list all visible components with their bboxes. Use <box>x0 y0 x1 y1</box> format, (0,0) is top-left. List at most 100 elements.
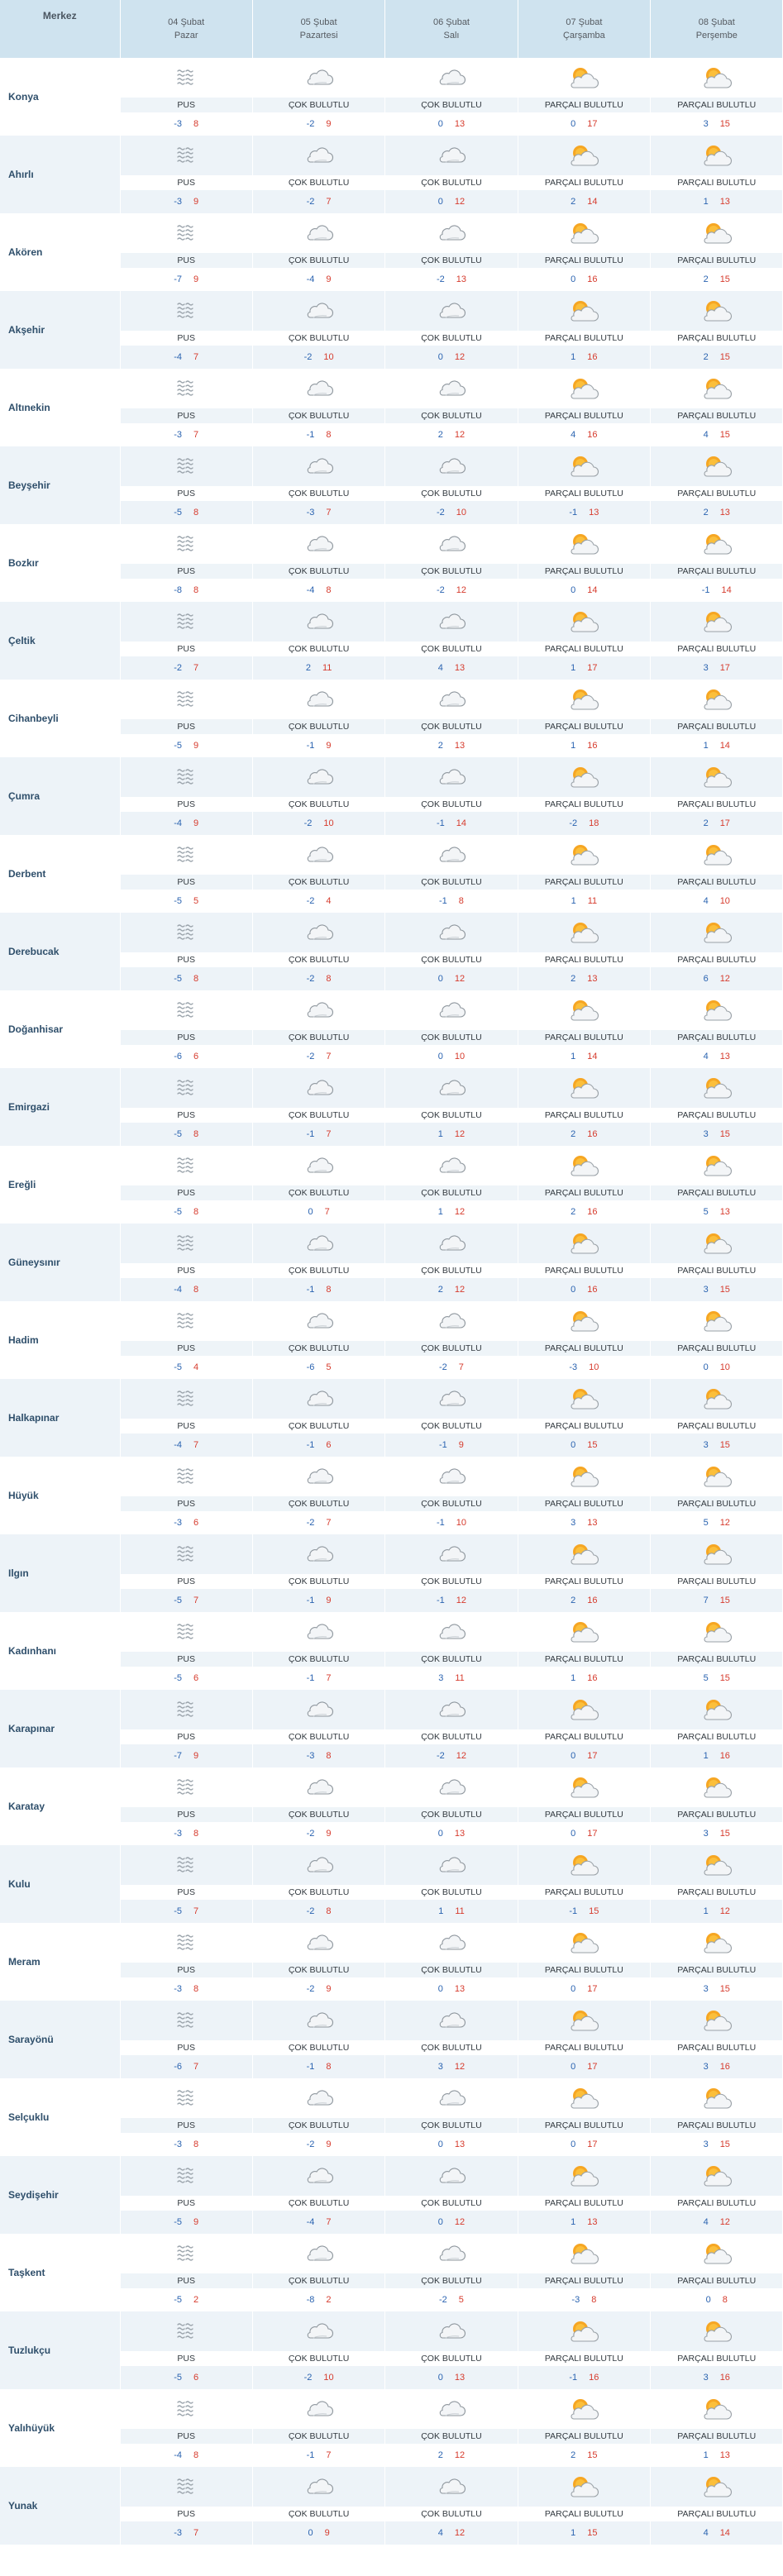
max-temp: 17 <box>587 663 598 673</box>
temperature-range: 2 12 <box>385 1278 518 1301</box>
condition-label: ÇOK BULUTLU <box>385 2118 518 2133</box>
forecast-cell: PARÇALI BULUTLU 1 16 <box>650 1690 783 1767</box>
cloudy-icon <box>385 369 518 408</box>
cloudy-icon <box>252 757 385 797</box>
header-weekday: Salı <box>443 31 460 41</box>
min-temp: -5 <box>174 2295 183 2305</box>
forecast-cell: PARÇALI BULUTLU 0 17 <box>518 1923 652 2001</box>
min-temp: -2 <box>306 1518 315 1528</box>
max-temp: 15 <box>587 1440 598 1450</box>
min-temp: 7 <box>703 1596 709 1605</box>
temperature-range: -1 16 <box>518 2366 651 2389</box>
partly-cloudy-icon <box>651 757 783 797</box>
min-temp: 0 <box>571 1440 576 1450</box>
partly-cloudy-icon <box>651 369 783 408</box>
cloudy-icon <box>385 1146 518 1185</box>
temperature-range: 0 16 <box>518 268 651 291</box>
min-temp: 2 <box>571 2450 576 2460</box>
partly-cloudy-icon <box>518 1068 651 1108</box>
condition-label: PARÇALI BULUTLU <box>518 1807 651 1822</box>
temperature-range: 0 13 <box>385 1822 518 1845</box>
partly-cloudy-icon <box>651 2078 783 2118</box>
min-temp: 1 <box>571 1673 576 1683</box>
haze-icon <box>120 291 252 331</box>
temperature-range: -3 8 <box>120 112 252 136</box>
forecast-cell: PARÇALI BULUTLU -1 16 <box>518 2311 652 2389</box>
max-temp: 10 <box>323 2373 334 2383</box>
temperature-range: 2 15 <box>518 2444 651 2467</box>
forecast-cell: PARÇALI BULUTLU 4 14 <box>650 2467 783 2545</box>
condition-label: ÇOK BULUTLU <box>252 1108 385 1123</box>
location-name: Yunak <box>0 2467 121 2545</box>
max-temp: 7 <box>193 2528 199 2538</box>
max-temp: 9 <box>326 741 332 751</box>
forecast-row: Taşkent PUS -5 2 ÇOK BULUTLU -8 2 ÇOK BULUTLU -2… <box>0 2234 783 2311</box>
condition-label: PUS <box>120 2196 252 2211</box>
condition-label: PUS <box>120 1185 252 1200</box>
min-temp: 2 <box>571 1129 576 1139</box>
forecast-cell: PARÇALI BULUTLU 2 15 <box>650 291 783 369</box>
forecast-row: Çeltik PUS -2 7 ÇOK BULUTLU 2 11 ÇOK BULUTLU 4 13… <box>0 602 783 680</box>
condition-label: ÇOK BULUTLU <box>252 1885 385 1900</box>
forecast-cell: PARÇALI BULUTLU 2 16 <box>518 1534 652 1612</box>
temperature-range: -2 8 <box>252 1900 385 1923</box>
cloudy-icon <box>385 446 518 486</box>
location-name: Ereğli <box>0 1146 121 1224</box>
header-date: 08 Şubat <box>698 17 735 27</box>
condition-label: PARÇALI BULUTLU <box>651 253 783 268</box>
condition-label: ÇOK BULUTLU <box>252 2429 385 2444</box>
min-temp: 4 <box>437 663 443 673</box>
max-temp: 15 <box>719 1596 730 1605</box>
cloudy-icon <box>385 524 518 564</box>
forecast-row: Emirgazi PUS -5 8 ÇOK BULUTLU -1 7 ÇOK BULUTLU 1… <box>0 1068 783 1146</box>
location-name: Akşehir <box>0 291 121 369</box>
forecast-cell: ÇOK BULUTLU -1 9 <box>252 680 386 757</box>
forecast-cell: ÇOK BULUTLU -2 8 <box>252 913 386 990</box>
max-temp: 2 <box>193 2295 199 2305</box>
cloudy-icon <box>252 913 385 952</box>
condition-label: PARÇALI BULUTLU <box>518 952 651 967</box>
min-temp: -2 <box>306 1829 315 1839</box>
forecast-cell: PUS -5 8 <box>120 1146 253 1224</box>
forecast-cell: PARÇALI BULUTLU 1 16 <box>518 1612 652 1690</box>
max-temp: 9 <box>326 274 332 284</box>
temperature-range: -4 8 <box>120 1278 252 1301</box>
partly-cloudy-icon <box>518 291 651 331</box>
temperature-range: -2 10 <box>385 501 518 524</box>
condition-label: ÇOK BULUTLU <box>252 175 385 190</box>
location-name: Altınekin <box>0 369 121 446</box>
max-temp: 8 <box>326 974 332 984</box>
max-temp: 15 <box>719 1673 730 1683</box>
location-name: Akören <box>0 213 121 291</box>
max-temp: 13 <box>454 741 466 751</box>
location-name: Derbent <box>0 835 121 913</box>
forecast-row: Derbent PUS -5 5 ÇOK BULUTLU -2 4 ÇOK BULUTLU -1… <box>0 835 783 913</box>
haze-icon <box>120 2467 252 2507</box>
min-temp: 0 <box>308 2528 313 2538</box>
max-temp: 7 <box>193 2062 199 2072</box>
max-temp: 15 <box>719 274 730 284</box>
max-temp: 13 <box>587 974 598 984</box>
min-temp: -1 <box>701 585 710 595</box>
min-temp: -2 <box>306 974 315 984</box>
max-temp: 9 <box>193 2217 199 2227</box>
forecast-cell: PARÇALI BULUTLU 6 12 <box>650 913 783 990</box>
temperature-range: -5 7 <box>120 1900 252 1923</box>
cloudy-icon <box>252 1845 385 1885</box>
forecast-cell: PUS -4 8 <box>120 2389 253 2467</box>
min-temp: 1 <box>571 663 576 673</box>
forecast-cell: PARÇALI BULUTLU -1 14 <box>650 524 783 602</box>
max-temp: 12 <box>719 1518 730 1528</box>
temperature-range: 3 11 <box>385 1667 518 1690</box>
min-temp: -1 <box>436 1596 445 1605</box>
max-temp: 7 <box>324 1207 330 1217</box>
forecast-cell: PARÇALI BULUTLU 1 12 <box>650 1845 783 1923</box>
max-temp: 8 <box>722 2295 728 2305</box>
temperature-range: -2 12 <box>385 1744 518 1767</box>
max-temp: 12 <box>719 2217 730 2227</box>
forecast-cell: PARÇALI BULUTLU 1 14 <box>518 990 652 1068</box>
temperature-range: 0 13 <box>385 1977 518 2001</box>
min-temp: -2 <box>306 1984 315 1994</box>
condition-label: PUS <box>120 2429 252 2444</box>
condition-label: PUS <box>120 2351 252 2366</box>
